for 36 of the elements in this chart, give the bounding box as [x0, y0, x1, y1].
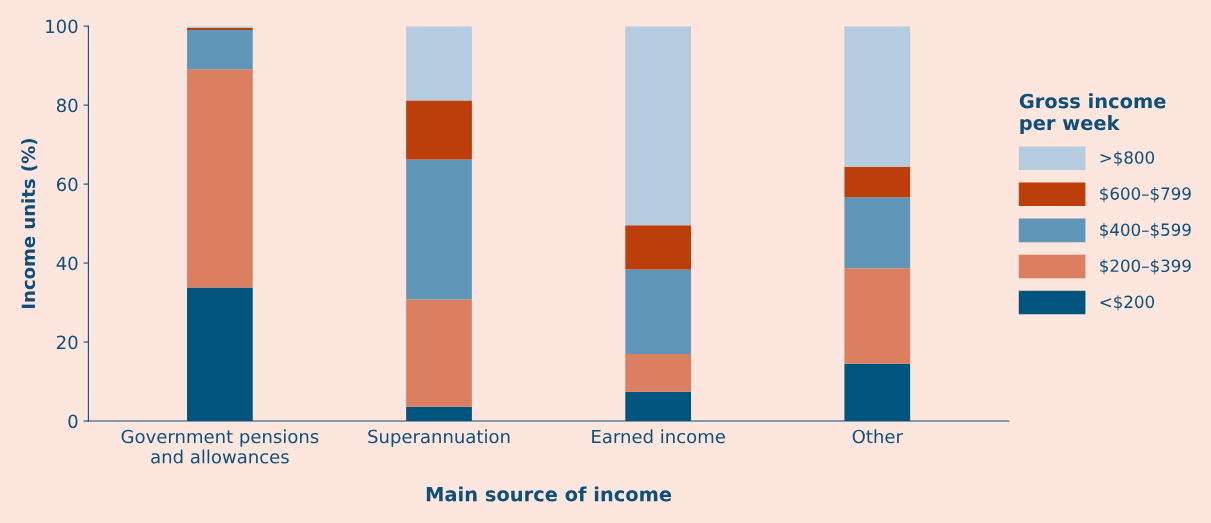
bar — [844, 26, 911, 167]
legend-label: $600–$799 — [1100, 187, 1191, 203]
bar — [625, 26, 692, 226]
y-tick-label: 80 — [56, 98, 78, 113]
bar — [625, 353, 692, 392]
bar — [187, 69, 253, 288]
bar — [625, 269, 692, 354]
legend-label: $200–$399 — [1100, 259, 1191, 275]
x-tick-label: Earned income — [592, 429, 725, 444]
bar — [406, 406, 472, 422]
y-axis-title: Income units (%) — [21, 139, 38, 309]
bar — [406, 100, 472, 160]
x-tick-label: Other — [852, 429, 903, 444]
bar — [406, 299, 472, 407]
bar — [625, 391, 692, 422]
bar — [187, 30, 253, 70]
bar — [844, 268, 911, 364]
x-tick-label: Superannuation — [368, 429, 510, 447]
legend-label: >$800 — [1100, 150, 1155, 167]
y-tick-label: 60 — [56, 177, 78, 192]
bar — [187, 287, 253, 422]
bar — [625, 225, 692, 270]
bar — [406, 159, 472, 300]
bar — [844, 363, 911, 422]
y-tick-label: 100 — [46, 19, 78, 34]
y-tick-label: 0 — [68, 414, 78, 429]
legend-label: <$200 — [1100, 295, 1155, 311]
x-tick-label: Government pensions and allowances — [121, 429, 319, 464]
x-axis-title: Main source of income — [426, 486, 672, 502]
y-tick-label: 40 — [56, 256, 78, 271]
legend-label: $400–$599 — [1100, 223, 1191, 239]
legend-title: Gross income per week — [1019, 93, 1166, 134]
bar — [844, 166, 911, 198]
y-tick-label: 20 — [57, 335, 78, 350]
bar — [844, 197, 911, 269]
bar — [406, 26, 472, 101]
